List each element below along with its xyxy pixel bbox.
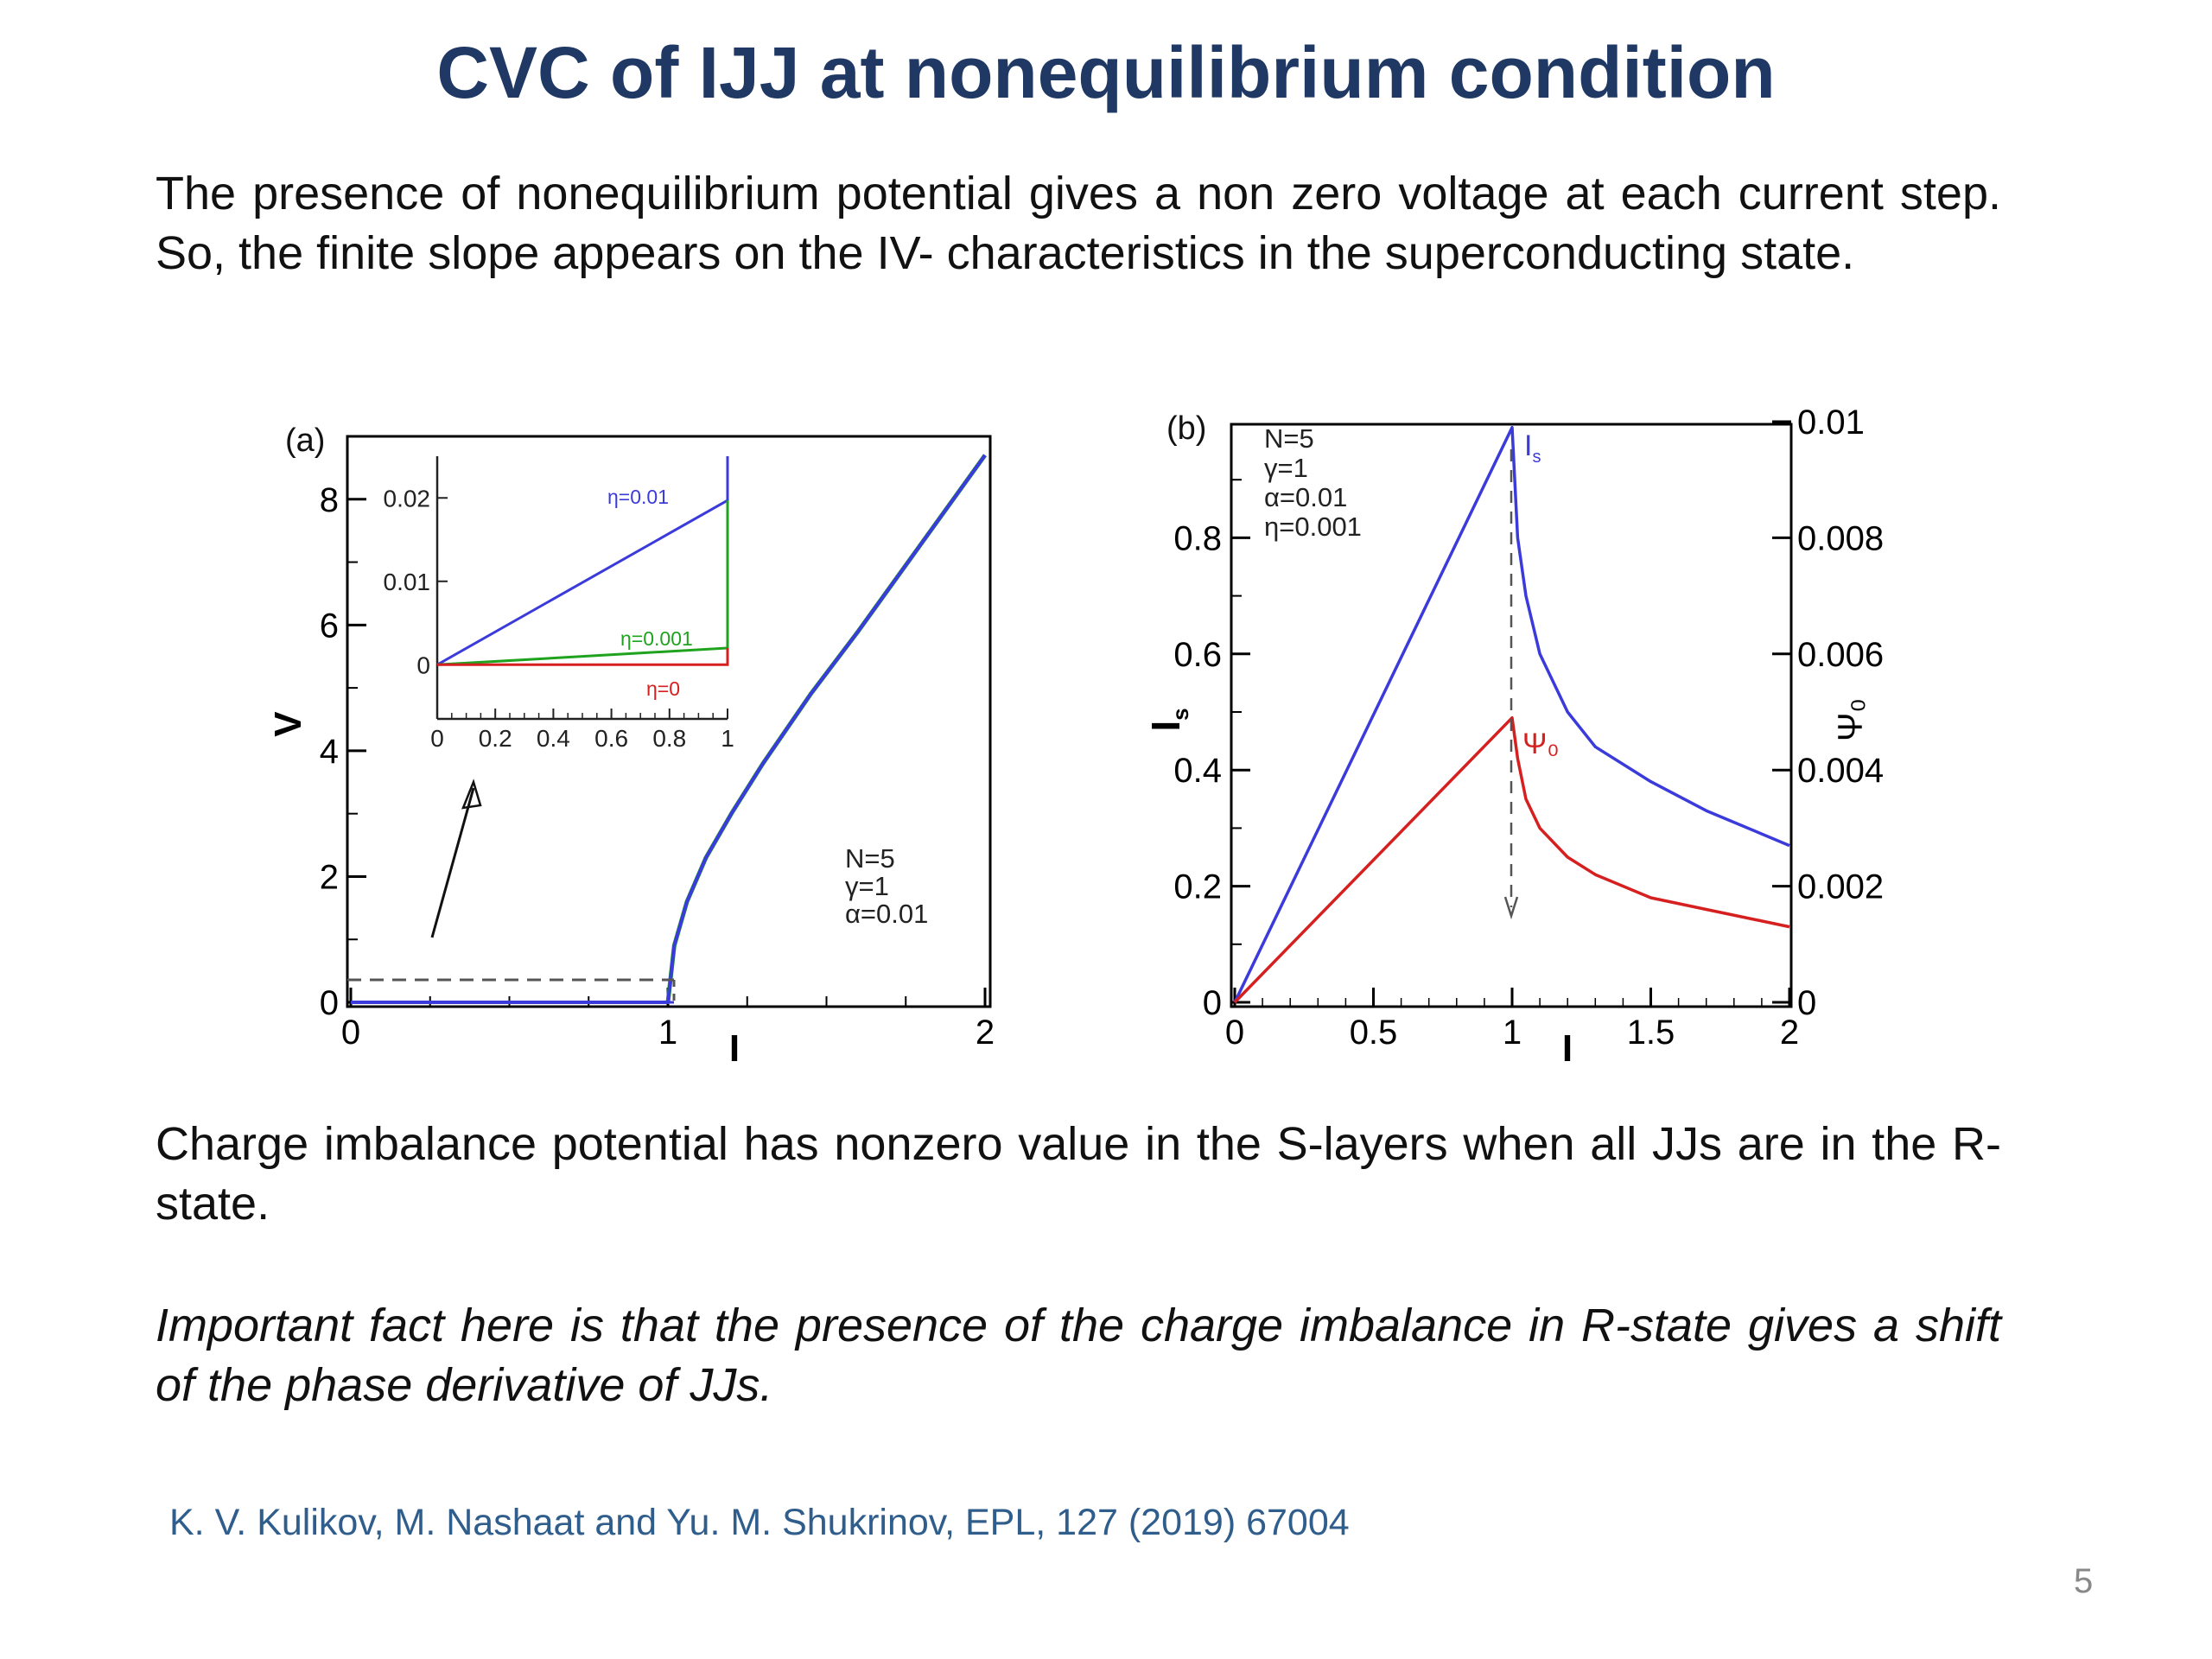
panel-b-param: γ=1: [1264, 453, 1308, 483]
panel-a-xtick-label: 2: [976, 1014, 995, 1052]
panel-a-xlabel: I: [729, 1027, 740, 1070]
panel-b-xlabel: I: [1562, 1027, 1573, 1070]
panel-b-ytick-label: 0.6: [1173, 636, 1222, 674]
panel-b-y2tick-label: 0: [1797, 984, 1816, 1022]
chart-inset: 0 0.01 0.02 0 0.2 0.4 0.6 0.8 1 η=0.01 η=0.001 η…: [384, 456, 734, 752]
panel-b-label: (b): [1166, 410, 1206, 447]
panel-b-curve: [1233, 425, 1790, 1003]
panel-b-xtick-label: 1.5: [1627, 1014, 1675, 1052]
curve-label-is: Is: [1524, 429, 1541, 467]
panel-b-xtick-label: 0: [1225, 1014, 1244, 1052]
panel-b-param: η=0.001: [1264, 512, 1362, 542]
inset-xtick-label: 0: [430, 725, 444, 752]
inset-xtick-label: 0.8: [652, 725, 686, 752]
panel-b-param: N=5: [1264, 423, 1314, 454]
charge-imbalance-paragraph: Charge imbalance potential has nonzero v…: [156, 1118, 2001, 1230]
panel-a-ytick-label: 0: [320, 984, 339, 1022]
panel-b-ytick-label: 0.8: [1173, 519, 1222, 557]
panel-a-curve: [665, 454, 988, 1003]
panel-a-param: N=5: [845, 843, 895, 874]
inset-legend-eta-0: η=0: [646, 677, 680, 700]
panel-a-ytick-label: 2: [320, 858, 339, 896]
panel-b-y2tick-label: 0.01: [1797, 404, 1865, 442]
panel-a-ytick-label: 8: [320, 481, 339, 519]
panel-a-param: α=0.01: [845, 899, 928, 929]
inset-pointer-arrowhead: [461, 779, 482, 810]
curve-label-psi0: Ψ₀: [1522, 728, 1560, 760]
panel-b-xtick-label: 2: [1780, 1014, 1799, 1052]
panel-a-ytick-label: 6: [320, 607, 339, 645]
page-number: 5: [2074, 1562, 2094, 1600]
panel-b-xtick-label: 1: [1503, 1014, 1522, 1052]
panel-a-ytick-label: 4: [320, 733, 339, 771]
chart-panel-b: (b) 0 0.2 0.4 0.6 0.8 0 0.002 0.004 0.006 0.008 0.…: [1143, 404, 1884, 1070]
panel-a-xtick-label: 1: [658, 1014, 677, 1052]
inset-ytick-label: 0: [416, 652, 430, 678]
important-fact-paragraph: Important fact here is that the presence…: [156, 1300, 2001, 1411]
panel-b-ytick-label: 0.4: [1173, 752, 1222, 790]
reference-citation[interactable]: K. V. Kulikov, M. Nashaat and Yu. M. Shu…: [169, 1502, 1350, 1543]
slide-title: CVC of IJJ at nonequilibrium condition: [436, 32, 1776, 113]
panel-b-ytick-label: 0.2: [1173, 868, 1222, 906]
chart-panel-a: (a) 0 2 4 6 8 0 1 2 I V N=5 γ=1 α=0.01 0 0.01 0.0…: [267, 423, 995, 1070]
inset-xtick-label: 1: [721, 725, 734, 752]
inset-ytick-label: 0.01: [384, 569, 431, 595]
panel-a-param: γ=1: [845, 871, 889, 901]
transition-arrowhead: [1503, 896, 1519, 920]
inset-curve: [437, 648, 729, 666]
inset-legend-eta-001: η=0.01: [607, 486, 669, 508]
panel-b-y2label: Ψ₀: [1832, 698, 1870, 741]
intro-paragraph: The presence of nonequilibrium potential…: [156, 168, 2001, 279]
panel-b-param: α=0.01: [1264, 482, 1347, 512]
inset-pointer-arrow: [430, 787, 475, 938]
panel-a-curve: [351, 454, 987, 1004]
panel-b-y2tick-label: 0.002: [1797, 868, 1884, 906]
panel-a-label: (a): [285, 423, 325, 459]
panel-b-ytick-label: 0: [1203, 984, 1222, 1022]
panel-a-xtick-label: 0: [341, 1014, 360, 1052]
panel-b-xtick-label: 0.5: [1350, 1014, 1398, 1052]
panel-b-y2tick-label: 0.004: [1797, 752, 1884, 790]
inset-xtick-label: 0.6: [594, 725, 628, 752]
panel-b-y2tick-label: 0.008: [1797, 519, 1884, 557]
inset-xtick-label: 0.4: [537, 725, 570, 752]
panel-b-ylabel: Is: [1143, 708, 1193, 731]
inset-xtick-label: 0.2: [479, 725, 512, 752]
panel-b-y2tick-label: 0.006: [1797, 636, 1884, 674]
inset-legend-eta-0001: η=0.001: [620, 627, 693, 650]
panel-b-curve: [1233, 715, 1790, 1004]
panel-a-ylabel: V: [267, 711, 309, 737]
inset-ytick-label: 0.02: [384, 485, 431, 512]
